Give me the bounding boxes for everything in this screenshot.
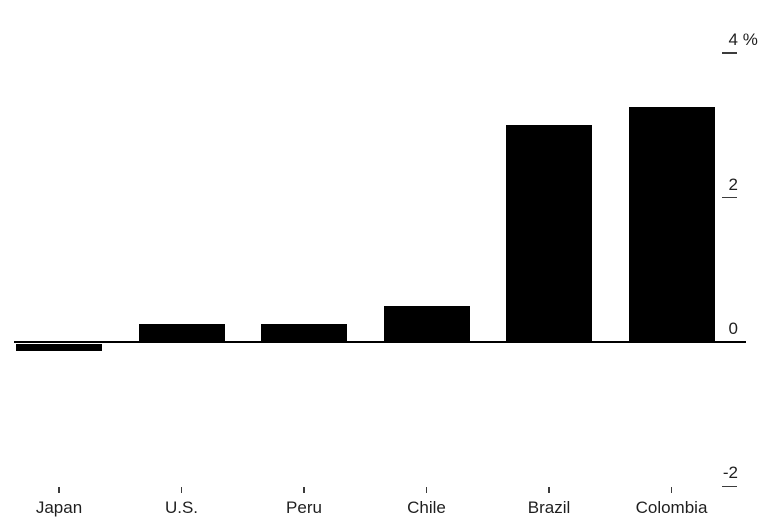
x-axis-label-peru: Peru: [286, 498, 322, 517]
x-axis-label-brazil: Brazil: [527, 498, 571, 517]
y-axis-label-0: 0: [729, 320, 738, 338]
y-axis-label-4: 4 %: [728, 30, 758, 50]
bar-japan: [16, 343, 102, 351]
y-axis-value: 0: [728, 319, 738, 338]
bar-brazil: [506, 125, 592, 342]
bar-chile: [383, 305, 470, 342]
y-tick-2: [722, 485, 737, 488]
x-axis-label-chile: Chile: [407, 498, 446, 517]
y-axis-value: 2: [728, 174, 738, 194]
percent-unit: %: [738, 30, 758, 50]
x-tick-chile: [425, 487, 428, 493]
y-axis-value: 4: [728, 30, 738, 50]
y-axis-value: -2: [722, 463, 738, 483]
bar-peru: [261, 323, 347, 342]
x-axis-label-japan: Japan: [35, 498, 83, 517]
x-tick-u-s: [180, 487, 183, 493]
x-tick-colombia: [670, 487, 673, 493]
y-tick-4: [722, 52, 737, 54]
x-axis-label-u-s: U.S.: [164, 498, 199, 517]
x-tick-peru: [303, 487, 305, 493]
y-axis-label-2: 2: [728, 174, 738, 194]
x-axis-label-colombia: Colombia: [635, 498, 708, 517]
x-tick-japan: [58, 487, 60, 493]
y-axis-label-2: -2: [723, 464, 738, 482]
bar-colombia: [628, 107, 715, 342]
zero-axis-line: [14, 341, 746, 343]
bar-u-s: [138, 323, 225, 342]
x-tick-brazil: [548, 487, 550, 493]
y-tick-2: [722, 196, 737, 199]
